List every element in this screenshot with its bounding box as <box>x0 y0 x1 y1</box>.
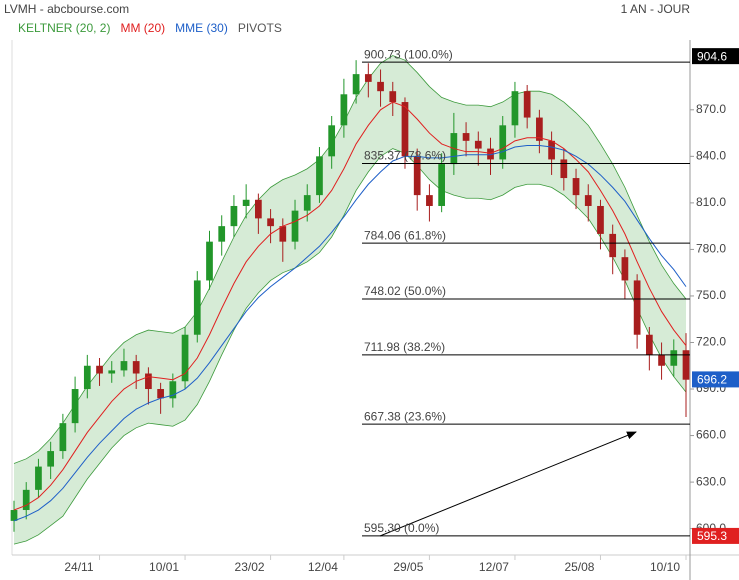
candle-body <box>10 510 18 521</box>
candle-body <box>35 466 42 490</box>
candle-body <box>83 365 91 390</box>
candle-body <box>206 241 213 281</box>
candle-body <box>572 178 580 196</box>
candle-body <box>413 156 421 196</box>
pivot-label: 784.06 (61.8%) <box>364 228 446 242</box>
y-tick-label: 810.0 <box>696 195 726 209</box>
candle-body <box>621 257 629 281</box>
candle-body <box>230 205 238 227</box>
candle-body <box>242 199 250 206</box>
candle-body <box>267 218 274 227</box>
keltner-lower <box>13 148 687 545</box>
x-tick-label: 23/02 <box>235 560 265 574</box>
candle-body <box>71 389 79 424</box>
candle-body <box>364 74 372 82</box>
candle-body <box>499 125 507 160</box>
candle-body <box>426 195 433 206</box>
candle-body <box>255 199 262 219</box>
legend: KELTNER (20, 2) MM (20) MME (30) PIVOTS <box>18 21 282 35</box>
x-tick-label: 12/04 <box>308 560 338 574</box>
candle-body <box>145 373 152 390</box>
price-label-box <box>692 48 739 65</box>
price-label: 696.2 <box>697 373 727 387</box>
keltner-band-fill <box>14 55 686 545</box>
legend-entry: PIVOTS <box>238 21 282 35</box>
candle-body <box>462 133 470 141</box>
moving-average <box>13 144 687 522</box>
candle-body <box>169 381 177 399</box>
pivot-label: 748.02 (50.0%) <box>364 284 446 298</box>
legend-entry: MM (20) <box>120 21 165 35</box>
candle-body <box>584 195 592 206</box>
keltner-upper <box>13 55 687 464</box>
header-period: 1 AN - JOUR <box>621 2 691 16</box>
candle-body <box>633 280 641 335</box>
candle-body <box>352 74 360 95</box>
pivot-label: 711.98 (38.2%) <box>364 340 445 354</box>
price-label-box <box>692 371 739 388</box>
candle-body <box>328 125 336 157</box>
candle-body <box>96 365 103 374</box>
x-tick-label: 12/07 <box>479 560 509 574</box>
candle-body <box>609 233 617 258</box>
candle-body <box>658 354 665 366</box>
pivot-label: 667.38 (23.6%) <box>364 409 446 423</box>
candle-body <box>438 164 445 206</box>
x-tick-label: 24/11 <box>64 560 93 574</box>
candle-body <box>303 195 311 211</box>
candle-body <box>181 334 189 382</box>
candle-body <box>218 226 226 242</box>
candle-body <box>597 205 604 234</box>
y-tick-label: 780.0 <box>696 242 726 256</box>
x-tick-label: 29/05 <box>393 560 423 574</box>
candle-body <box>279 226 287 242</box>
price-label: 904.6 <box>697 49 727 63</box>
candle-body <box>340 94 348 126</box>
candle-body <box>523 91 531 118</box>
annotation-arrow <box>379 431 637 537</box>
pivot-label: 900.73 (100.0%) <box>364 47 453 61</box>
x-tick-label: 10/10 <box>650 560 680 574</box>
candle-body <box>193 280 201 335</box>
candle-body <box>389 91 397 103</box>
x-tick-label: 10/01 <box>149 560 179 574</box>
y-tick-label: 720.0 <box>696 335 726 349</box>
y-tick-label: 660.0 <box>696 428 726 442</box>
y-tick-label: 750.0 <box>696 288 726 302</box>
moving-average <box>13 101 687 511</box>
legend-entry: KELTNER (20, 2) <box>18 21 110 35</box>
candle-body <box>487 148 494 160</box>
legend-entry: MME (30) <box>175 21 228 35</box>
candle-body <box>291 210 299 242</box>
y-tick-label: 870.0 <box>696 102 726 116</box>
candle-body <box>474 140 482 149</box>
candle-body <box>670 350 678 366</box>
candle-body <box>59 423 67 452</box>
pivot-label: 595.30 (0.0%) <box>364 521 439 535</box>
candle-body <box>560 159 568 179</box>
candle-body <box>120 361 128 371</box>
price-label: 595.3 <box>697 529 727 543</box>
y-tick-label: 840.0 <box>696 149 726 163</box>
candle-body <box>645 334 653 355</box>
candle-body <box>548 140 555 160</box>
x-tick-label: 25/08 <box>564 560 594 574</box>
candle-body <box>511 91 519 126</box>
header-title: LVMH - abcbourse.com <box>4 2 129 16</box>
candle-body <box>401 102 409 157</box>
candle-body <box>536 117 543 141</box>
y-tick-label: 630.0 <box>696 474 726 488</box>
pivot-label: 835.37 (78.6%) <box>364 149 446 163</box>
price-label-box <box>692 527 739 544</box>
candle-body <box>157 389 164 399</box>
candle-body <box>377 81 384 92</box>
candle-body <box>22 489 30 511</box>
candle-body <box>316 156 323 196</box>
candle-body <box>132 361 140 374</box>
candle-body <box>682 350 690 380</box>
candle-body <box>47 451 55 467</box>
candle-body <box>108 370 116 374</box>
